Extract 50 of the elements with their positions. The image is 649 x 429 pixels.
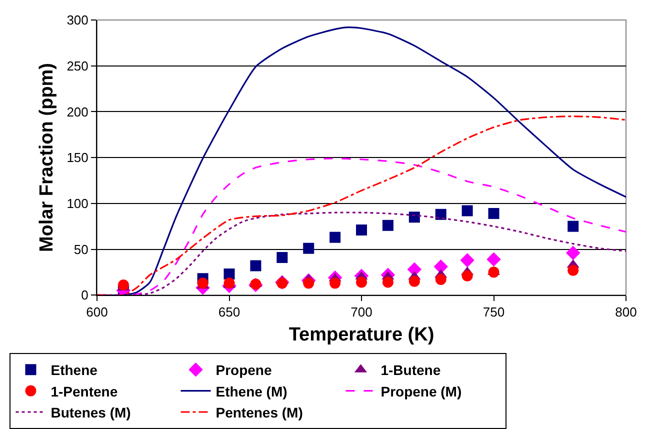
legend-label: Ethene [50,362,98,378]
legend-label: Ethene (M) [216,383,288,400]
point [303,278,314,289]
point [224,268,235,280]
point [276,278,288,289]
point [434,260,448,274]
point [462,205,473,216]
point [276,252,288,263]
x-tick-label: 700 [350,304,372,320]
point [303,242,314,254]
point [488,208,500,219]
point [330,232,341,243]
point [460,253,474,268]
y-tick-label: 250 [66,58,88,74]
point [566,246,580,260]
y-tick-label: 50 [74,242,88,257]
legend-label: Butenes (M) [50,404,131,420]
x-tick-label: 600 [86,304,108,320]
point [488,266,500,278]
x-tick-label: 800 [615,304,637,320]
legend-label: Pentenes (M) [216,404,303,420]
y-tick-label: 0 [81,288,88,303]
point [356,224,367,236]
point [118,280,129,291]
legend-label: Propene [216,362,272,378]
point [568,220,579,232]
point [356,276,367,288]
point [382,276,394,288]
legend-label: Propene (M) [380,383,462,400]
y-tick-label: 200 [66,104,88,120]
point [568,264,579,276]
point [382,220,394,231]
y-axis-title: Molar Fraction (ppm) [36,63,58,252]
point [250,260,262,272]
legend-label: 1-Pentene [50,383,118,400]
point [435,208,446,220]
legend-label: 1-Butene [380,362,441,378]
x-tick-label: 750 [482,304,505,320]
x-tick-label: 650 [218,304,240,320]
point [408,212,420,223]
y-tick-label: 150 [66,150,88,166]
point [197,278,208,289]
y-tick-label: 100 [66,196,88,211]
y-tick-label: 300 [66,12,88,28]
point [462,270,473,282]
point [408,276,420,287]
point [330,278,341,289]
x-axis-title: Temperature (K) [288,324,434,346]
point [486,252,501,266]
point [435,274,446,286]
